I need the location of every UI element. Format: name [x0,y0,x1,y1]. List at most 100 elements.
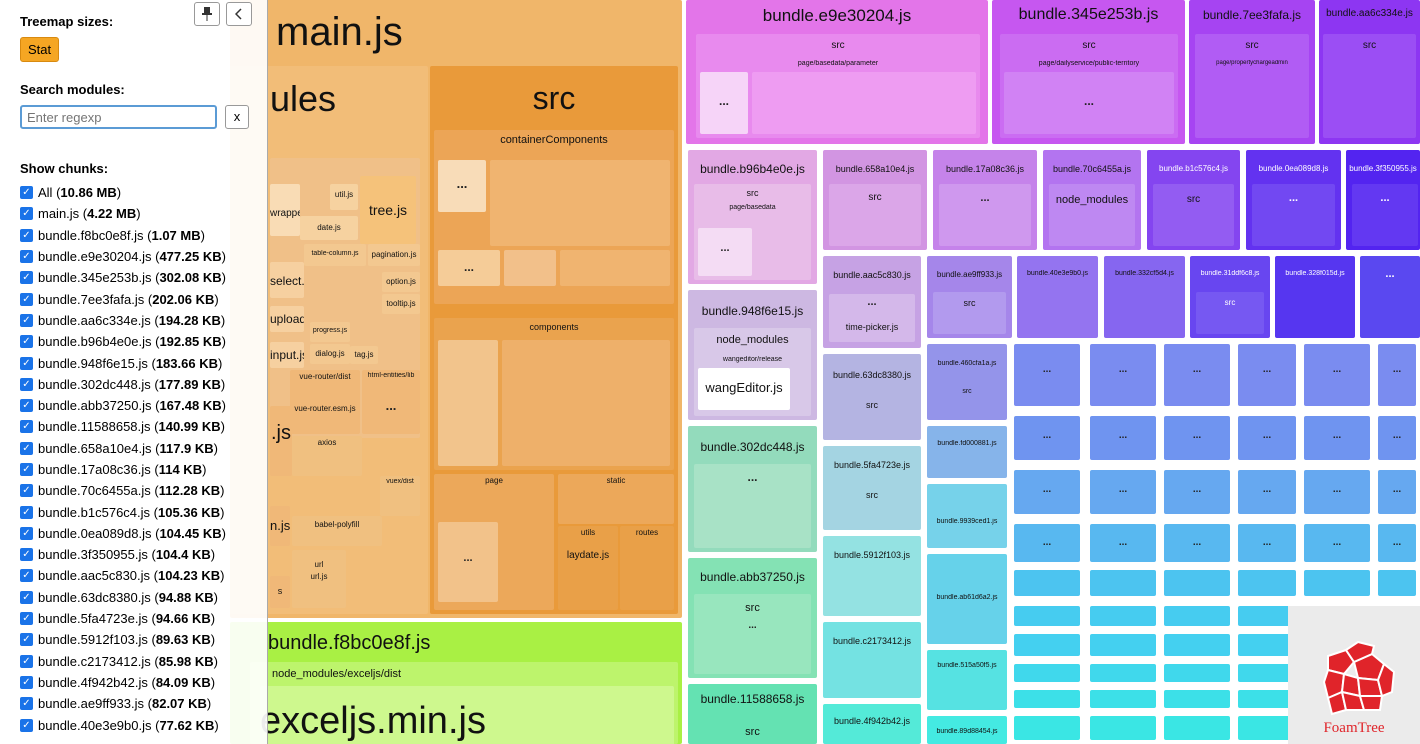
chunk-checkbox-row[interactable]: ✓ bundle.11588658.js (140.99 KB) [20,416,267,437]
checkbox-checked-icon[interactable]: ✓ [20,356,33,370]
small-chunk[interactable]: ... [1304,524,1370,562]
module-tag[interactable]: tag.js [350,346,378,364]
chunk-3f350955[interactable]: bundle.3f350955.js ... [1346,150,1420,250]
small-chunk[interactable]: ... [1238,416,1296,460]
chunk-328f015d[interactable]: bundle.328f015d.js [1275,256,1355,338]
module-util[interactable]: util.js [330,184,358,210]
folder-node-modules[interactable]: node_modules [1049,184,1135,246]
small-chunk[interactable] [1164,690,1230,708]
module-progress[interactable]: progress.js [310,322,350,342]
chunk-332cf5d4[interactable]: bundle.332cf5d4.js [1104,256,1185,338]
small-chunk[interactable]: ... [1014,344,1080,406]
chunk-0ea089d8[interactable]: bundle.0ea089d8.js ... [1246,150,1341,250]
checkbox-checked-icon[interactable]: ✓ [20,675,33,689]
small-chunk[interactable]: ... [1014,524,1080,562]
checkbox-checked-icon[interactable]: ✓ [20,292,33,306]
module-js[interactable]: n.js [270,506,290,546]
collapse-sidebar-button[interactable] [226,2,252,26]
folder-src[interactable]: src [1323,34,1416,138]
small-chunk[interactable]: ... [1304,470,1370,514]
small-chunk[interactable]: ... [1014,470,1080,514]
small-chunk[interactable]: ... [1090,524,1156,562]
folder-src[interactable]: src [1153,184,1234,246]
chunk-5fa4723e[interactable]: bundle.5fa4723e.js src [823,446,921,530]
checkbox-checked-icon[interactable]: ✓ [20,590,33,604]
folder-routes[interactable]: routes [620,526,674,610]
small-chunk[interactable]: ... [1164,416,1230,460]
checkbox-checked-icon[interactable]: ✓ [20,441,33,455]
small-chunk[interactable]: ... [1378,416,1416,460]
module-table-column[interactable]: table-column.js [304,244,366,266]
folder-src[interactable]: src [1196,292,1264,334]
chunk-checkbox-row[interactable]: ✓ bundle.70c6455a.js (112.28 KB) [20,480,267,501]
folder-page[interactable]: page ... [434,474,554,610]
checkbox-checked-icon[interactable]: ✓ [20,228,33,242]
checkbox-checked-icon[interactable]: ✓ [20,313,33,327]
checkbox-checked-icon[interactable]: ✓ [20,271,33,285]
module-vue-router[interactable]: vue-router/dist vue-router.esm.js [290,370,360,434]
checkbox-checked-icon[interactable]: ✓ [20,484,33,498]
chunk-70c6455a[interactable]: bundle.70c6455a.js node_modules [1043,150,1141,250]
small-chunk[interactable] [1014,570,1080,596]
module-rest[interactable] [752,72,976,134]
module-main[interactable]: ... [698,228,752,276]
small-chunk[interactable]: ... [1164,470,1230,514]
module-exceljs[interactable]: exceljs.min.js [260,686,674,744]
checkbox-checked-icon[interactable]: ✓ [20,697,33,711]
chunk-checkbox-row[interactable]: ✓ bundle.3f350955.js (104.4 KB) [20,544,267,565]
chunk-9939ced1[interactable]: bundle.9939ced1.js [927,484,1007,548]
module-option[interactable]: option.js [382,272,420,292]
chunk-5912f103[interactable]: bundle.5912f103.js [823,536,921,616]
small-chunk[interactable]: ... [1164,344,1230,406]
chunk-checkbox-row[interactable]: ✓ main.js (4.22 MB) [20,203,267,224]
chunk-checkbox-row[interactable]: ✓ bundle.0ea089d8.js (104.45 KB) [20,523,267,544]
module-url[interactable]: url url.js [292,550,346,608]
chunk-checkbox-row[interactable]: ✓ bundle.7ee3fafa.js (202.06 KB) [20,288,267,309]
chunk-e9e30204[interactable]: bundle.e9e30204.js src page/basedata/par… [686,0,988,144]
module-time-picker[interactable]: ... time-picker.js [829,294,915,342]
folder-static[interactable]: static [558,474,674,524]
module-tree[interactable]: tree.js [360,176,416,244]
module-pagination[interactable]: pagination.js [368,244,420,266]
checkbox-checked-icon[interactable]: ✓ [20,399,33,413]
small-chunk[interactable] [1164,716,1230,740]
checkbox-checked-icon[interactable]: ✓ [20,718,33,732]
folder-src[interactable]: src page/dailyservice/public-territory .… [1000,34,1178,138]
chunk-checkbox-row[interactable]: ✓ bundle.4f942b42.js (84.09 KB) [20,672,267,693]
small-chunk[interactable] [1014,716,1080,740]
small-chunk[interactable]: ... [1238,470,1296,514]
chunk-b1c576c4[interactable]: bundle.b1c576c4.js src [1147,150,1240,250]
module-page-1[interactable]: ... [438,522,498,602]
chunk-checkbox-row[interactable]: ✓ bundle.f8bc0e8f.js (1.07 MB) [20,225,267,246]
small-chunk[interactable] [1164,606,1230,626]
chunk-checkbox-row[interactable]: ✓ bundle.5912f103.js (89.63 KB) [20,629,267,650]
module-input[interactable]: input.js [270,342,304,368]
chunk-unnamed-a[interactable]: ... [1360,256,1420,338]
chunk-c2173412[interactable]: bundle.c2173412.js [823,622,921,698]
checkbox-checked-icon[interactable]: ✓ [20,207,33,221]
small-chunk[interactable] [1090,570,1156,596]
chunk-checkbox-row[interactable]: ✓ bundle.302dc448.js (177.89 KB) [20,374,267,395]
folder-utils[interactable]: utils laydate.js [558,526,618,610]
folder-components[interactable]: components [434,318,674,470]
checkbox-checked-icon[interactable]: ✓ [20,420,33,434]
module-main[interactable]: ... [700,72,748,134]
module-rest[interactable]: ... [939,184,1031,246]
chunk-17a08c36[interactable]: bundle.17a08c36.js ... [933,150,1037,250]
small-chunk[interactable]: ... [1238,344,1296,406]
small-chunk[interactable] [1238,716,1296,740]
small-chunk[interactable]: ... [1378,470,1416,514]
checkbox-checked-icon[interactable]: ✓ [20,526,33,540]
module-rest[interactable]: ... [1004,72,1174,134]
small-chunk[interactable]: ... [1238,524,1296,562]
checkbox-checked-icon[interactable]: ✓ [20,548,33,562]
chunk-515a50f5[interactable]: bundle.515a50f5.js [927,650,1007,710]
chunk-checkbox-row[interactable]: ✓ bundle.aa6c334e.js (194.28 KB) [20,310,267,331]
module-babel-polyfill[interactable]: babel-polyfill [292,516,382,546]
module-comp-2[interactable] [502,340,670,466]
chunk-checkbox-row[interactable]: ✓ bundle.5fa4723e.js (94.66 KB) [20,608,267,629]
folder-src[interactable]: src ... [694,594,811,674]
folder-exceljs[interactable]: node_modules/exceljs/dist exceljs.min.js [250,662,678,744]
folder-src[interactable]: src page/basedata/parameter ... [696,34,980,138]
chunk-658a10e4[interactable]: bundle.658a10e4.js src [823,150,927,250]
